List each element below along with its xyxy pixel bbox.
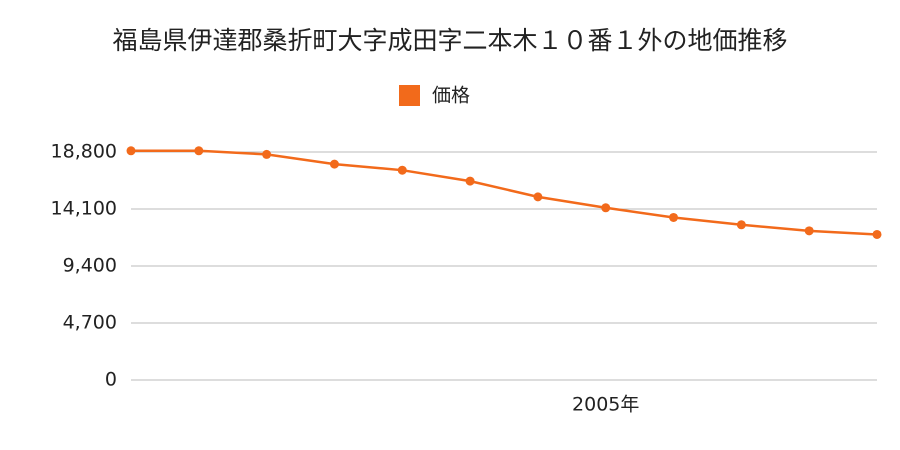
legend-swatch — [399, 85, 420, 106]
point — [736, 220, 746, 230]
chart-title: 福島県伊達郡桑折町大字成田字二本木１０番１外の地価推移 — [112, 26, 787, 55]
y-tick-label: 14,100 — [51, 198, 117, 220]
point — [194, 146, 204, 156]
point — [262, 149, 272, 159]
point — [397, 165, 407, 175]
point — [126, 146, 136, 156]
point — [329, 159, 339, 169]
y-tick-label: 4,700 — [63, 312, 117, 334]
point — [601, 203, 611, 213]
line — [131, 149, 878, 236]
point — [465, 176, 475, 186]
legend-label: 価格 — [432, 85, 470, 107]
y-tick-label: 0 — [105, 369, 117, 391]
point — [804, 226, 814, 236]
y-tick-label: 18,800 — [51, 141, 117, 163]
point — [872, 229, 882, 239]
y-tick-label: 9,400 — [63, 255, 117, 277]
point — [669, 212, 679, 222]
point — [533, 192, 543, 202]
x-tick-label: 2005年 — [572, 394, 639, 416]
